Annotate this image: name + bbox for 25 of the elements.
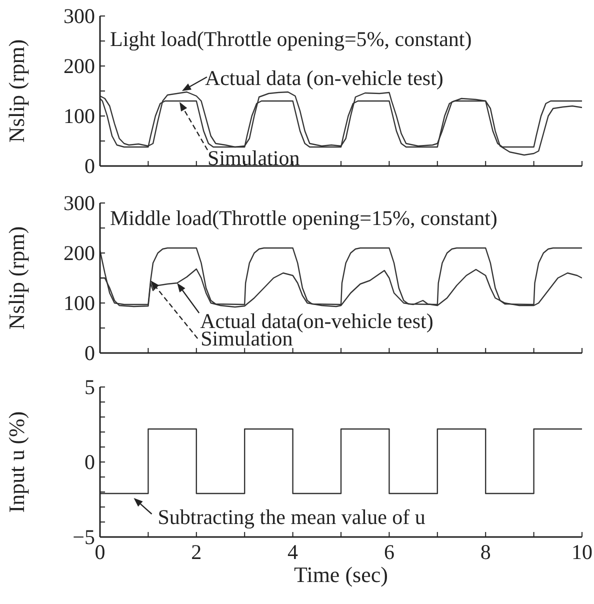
y-tick-label: 100 [64,104,95,128]
x-tick-label: 6 [384,540,394,564]
annotation: Actual data (on-vehicle test) [204,66,444,90]
x-axis-title: Time (sec) [294,562,388,587]
y-axis-title: Nslip (rpm) [4,39,29,143]
x-tick-label: 10 [572,540,592,564]
y-tick-label: 0 [84,450,95,474]
y-axis-title: Nslip (rpm) [4,226,29,330]
y-tick-label: 0 [84,341,95,365]
y-tick-label: −5 [72,525,95,549]
x-tick-label: 2 [191,540,202,564]
y-tick-label: 200 [64,241,95,265]
y-tick-label: 300 [64,191,95,215]
y-tick-label: 5 [84,375,95,399]
chart-title: Middle load(Throttle opening=15%, constant) [110,206,498,230]
annotation: Simulation [208,146,300,170]
text: Light load(Throttle opening=5%, constant) [110,27,472,51]
x-tick-label: 4 [288,540,299,564]
annotation: Subtracting the mean value of u [158,505,426,529]
y-tick-label: 0 [84,154,95,178]
y-tick-label: 100 [64,291,95,315]
y-tick-label: 200 [64,54,95,78]
x-tick-label: 8 [480,540,491,564]
y-tick-label: 300 [64,4,95,28]
y-axis-title: Input u (%) [4,411,29,513]
